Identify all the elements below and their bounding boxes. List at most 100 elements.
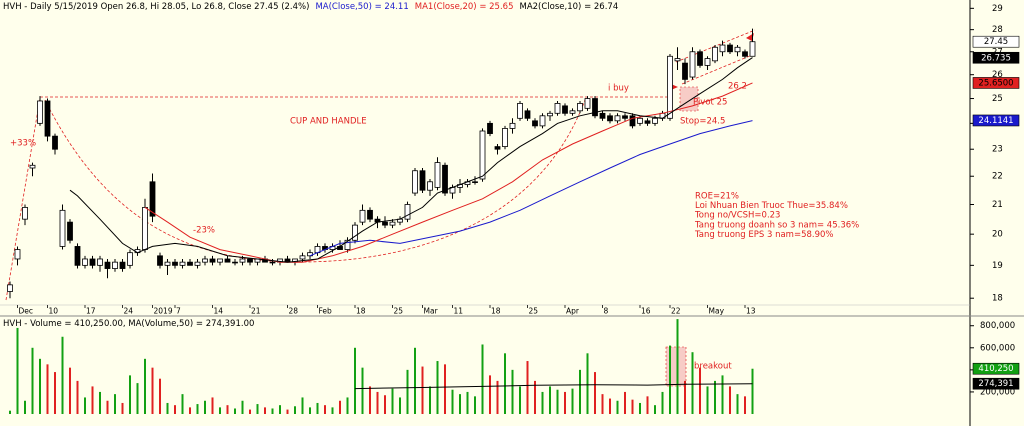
candle-body	[637, 117, 643, 124]
volume-bar	[631, 399, 634, 414]
volume-bar	[121, 402, 124, 414]
y-tick-label: 25	[992, 94, 1003, 104]
volume-bar	[354, 347, 356, 414]
volume-bar	[129, 375, 131, 414]
candle-body	[82, 258, 88, 266]
volume-bar	[361, 367, 364, 414]
volume-bar	[159, 378, 161, 414]
volume-bar	[384, 395, 386, 414]
x-tick-label: 25	[394, 307, 404, 316]
volume-bar	[106, 400, 109, 414]
volume-bar	[271, 408, 274, 414]
y-tick-label: 19	[992, 261, 1003, 271]
volume-bar	[226, 405, 229, 414]
y-tick-label: 29	[992, 4, 1003, 14]
volume-bar	[421, 366, 424, 414]
candle-body	[209, 258, 216, 263]
candle-body	[524, 110, 531, 119]
candle-body	[734, 46, 741, 53]
volume-bar	[519, 386, 521, 414]
candle-body	[622, 115, 628, 119]
price-tag-label: 274,391	[978, 379, 1013, 389]
fundamental-note: Tong no/VCSH=0.23	[694, 211, 780, 221]
fundamental-note: ROE=21%	[695, 192, 739, 202]
fundamental-note: Tang truong EPS 3 nam=58.90%	[694, 230, 834, 240]
x-tick-label: Apr	[566, 307, 580, 316]
candle-body	[344, 239, 351, 250]
candle-body	[67, 221, 73, 241]
volume-bar	[744, 396, 746, 414]
candle-body	[629, 115, 636, 127]
x-tick-label: 10	[49, 307, 59, 316]
moving-average	[69, 57, 753, 263]
volume-bar	[549, 386, 551, 414]
volume-bar	[586, 353, 589, 414]
candle-body	[44, 100, 51, 137]
volume-bar	[54, 372, 56, 414]
annotation: 26.2	[728, 82, 747, 92]
volume-bar	[564, 391, 566, 414]
volume-bar	[481, 344, 484, 414]
candle-body	[727, 44, 733, 53]
volume-bar	[234, 408, 236, 414]
candle-body	[607, 115, 613, 122]
candle-body	[157, 255, 163, 266]
candle-body	[554, 103, 561, 114]
candle-body	[697, 51, 703, 66]
volume-bar	[181, 394, 184, 414]
panel-title: HVH - Volume = 410,250.00, MA(Volume,50)…	[3, 319, 254, 329]
volume-bar	[571, 388, 574, 414]
candle-body	[164, 261, 171, 266]
x-tick-label: 14	[214, 307, 224, 316]
annotation: i buy	[608, 84, 629, 94]
y-tick-label: 22	[992, 172, 1003, 182]
candle-body	[202, 258, 208, 263]
y-tick-label: 20	[992, 230, 1003, 240]
price-tag	[972, 114, 1020, 127]
candle-body	[539, 115, 546, 127]
volume-bar	[579, 369, 581, 414]
candle-body	[577, 103, 583, 112]
candle-body	[239, 258, 246, 263]
volume-bar	[99, 391, 101, 414]
candle-body	[592, 98, 598, 117]
candle-body	[479, 130, 486, 180]
volume-bar	[714, 380, 716, 414]
volume-bar	[376, 391, 379, 414]
volume-bar	[489, 375, 491, 414]
legend-entry: MA(Close,50) = 24.11	[315, 2, 408, 12]
volume-bar	[324, 405, 326, 414]
candle-body	[247, 258, 253, 263]
candle-body	[382, 221, 388, 226]
y-tick-label: 800,000	[980, 321, 1015, 331]
volume-bar	[429, 386, 431, 414]
x-tick-label: 8	[604, 307, 609, 316]
annotation: -23%	[193, 226, 215, 236]
candle-body	[179, 261, 186, 266]
candle-body	[472, 181, 478, 183]
panel-header: HVH - Daily 5/15/2019 Open 26.8, Hi 28.0…	[3, 2, 618, 12]
volume-bar	[444, 364, 446, 414]
candle-body	[667, 55, 673, 119]
volume-bar	[736, 394, 739, 414]
candle-body	[682, 62, 688, 80]
volume-bar	[279, 405, 281, 414]
volume-bar	[466, 391, 469, 414]
moving-average	[144, 82, 753, 263]
volume-bar	[189, 407, 191, 414]
candle-body	[22, 207, 28, 220]
candle-body	[232, 261, 238, 264]
volume-bar	[721, 375, 724, 414]
x-tick-label: Feb	[319, 307, 333, 316]
candle-body	[547, 112, 553, 117]
candle-body	[562, 105, 568, 114]
volume-bar	[174, 405, 176, 414]
candle-body	[7, 284, 13, 292]
volume-bar	[661, 391, 664, 414]
candle-body	[749, 41, 756, 57]
volume-bar	[76, 380, 79, 414]
candle-body	[712, 46, 718, 62]
volume-bar	[301, 397, 304, 414]
volume-bar	[616, 400, 619, 414]
